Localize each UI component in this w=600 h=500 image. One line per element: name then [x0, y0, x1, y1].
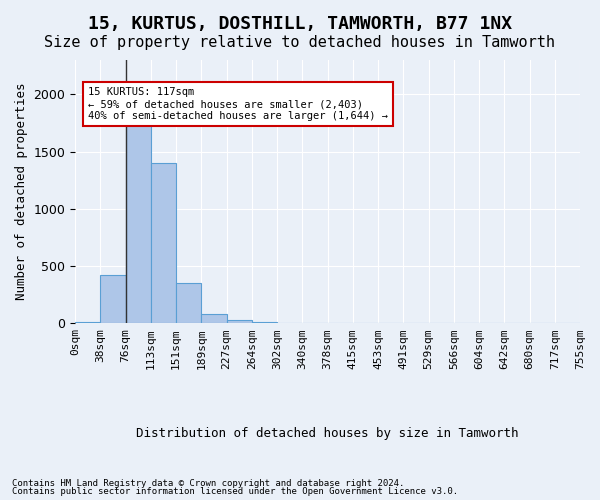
X-axis label: Distribution of detached houses by size in Tamworth: Distribution of detached houses by size … — [136, 427, 519, 440]
Text: 15, KURTUS, DOSTHILL, TAMWORTH, B77 1NX: 15, KURTUS, DOSTHILL, TAMWORTH, B77 1NX — [88, 15, 512, 33]
Y-axis label: Number of detached properties: Number of detached properties — [15, 83, 28, 300]
Bar — [75, 322, 100, 324]
Text: Contains public sector information licensed under the Open Government Licence v3: Contains public sector information licen… — [12, 487, 458, 496]
Text: 15 KURTUS: 117sqm
← 59% of detached houses are smaller (2,403)
40% of semi-detac: 15 KURTUS: 117sqm ← 59% of detached hous… — [88, 88, 388, 120]
Bar — [252, 322, 277, 324]
Bar — [176, 283, 202, 324]
Bar — [151, 163, 176, 324]
Text: Contains HM Land Registry data © Crown copyright and database right 2024.: Contains HM Land Registry data © Crown c… — [12, 478, 404, 488]
Bar — [202, 314, 227, 324]
Bar — [125, 117, 151, 324]
Text: Size of property relative to detached houses in Tamworth: Size of property relative to detached ho… — [44, 35, 556, 50]
Bar — [227, 320, 252, 324]
Bar — [100, 275, 125, 324]
